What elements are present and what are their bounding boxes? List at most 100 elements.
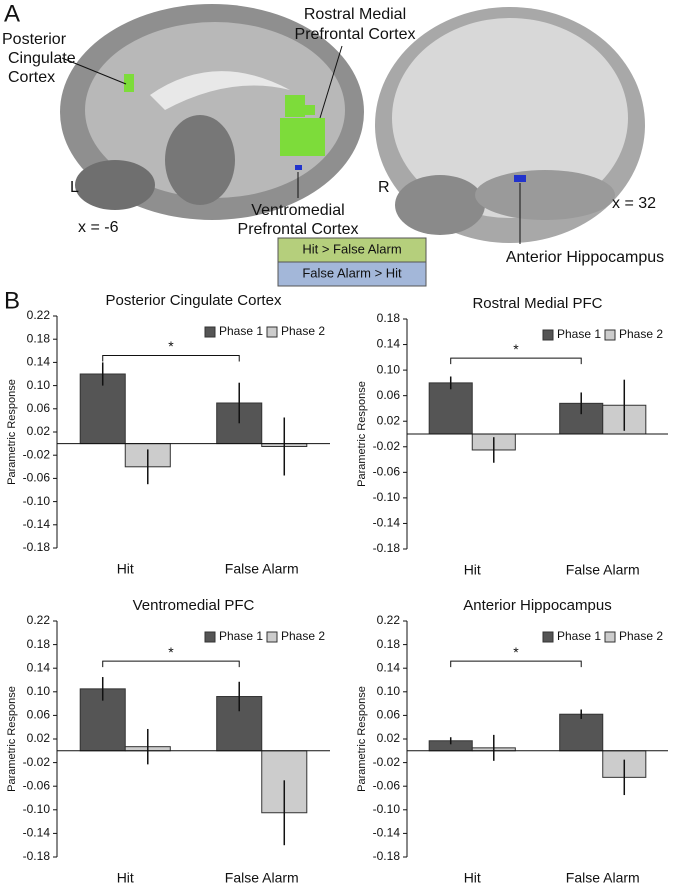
y-tick-label: -0.06 [373,465,401,479]
legend-label: Phase 2 [281,324,325,338]
y-tick-label: 0.22 [27,308,51,322]
region-label: Anterior Hippocampus [506,249,664,266]
y-tick-label: -0.06 [23,778,51,792]
panel-label: A [4,0,20,27]
y-tick-label: -0.18 [373,849,401,863]
y-tick-label: 0.14 [377,660,401,674]
y-tick-label: 0.14 [27,355,51,369]
y-tick-label: 0.02 [27,424,51,438]
region-label: Cingulate [8,50,76,67]
y-tick-label: -0.10 [373,802,401,816]
y-tick-label: -0.18 [23,849,51,863]
legend-swatch [604,631,616,643]
x-tick-label: False Alarm [225,870,299,883]
y-axis-label: Parametric Response [6,686,18,792]
legend-swatch [204,326,216,338]
y-tick-label: -0.14 [23,826,51,840]
hemisphere-label: L [70,179,79,196]
legend-swatch [542,631,554,643]
y-tick-label: -0.18 [23,540,51,554]
brain-right [375,7,645,243]
y-axis-label: Parametric Response [356,686,368,792]
hemisphere-label: R [378,179,390,196]
legend-box [277,261,427,287]
y-tick-label: 0.06 [27,708,51,722]
y-tick-label: -0.02 [23,755,51,769]
region-label: Posterior [2,31,67,48]
slice-label: x = 32 [612,195,656,212]
x-tick-label: False Alarm [225,561,299,577]
brain-left [60,4,364,220]
legend-swatch [542,329,554,341]
region-label: Cortex [8,69,55,86]
y-tick-label: -0.02 [373,755,401,769]
y-tick-label: -0.02 [23,447,51,461]
y-tick-label: -0.06 [23,471,51,485]
legend-label: Phase 2 [281,629,325,643]
significance-marker: * [168,644,174,660]
x-tick-label: Hit [464,562,481,578]
significance-marker: * [513,341,519,357]
legend-label: Phase 1 [557,327,601,341]
significance-bracket [102,660,240,668]
y-tick-label: 0.18 [27,637,51,651]
legend-label: Phase 1 [219,629,263,643]
chart-title: Ventromedial PFC [133,597,255,614]
x-tick-label: False Alarm [566,562,640,578]
y-tick-label: 0.02 [377,413,401,427]
region-label: Rostral Medial [304,6,406,23]
y-tick-label: 0.06 [377,708,401,722]
y-tick-label: -0.18 [373,541,401,555]
y-tick-label: 0.10 [27,378,51,392]
legend-swatch [266,326,278,338]
significance-marker: * [168,338,174,354]
y-tick-label: 0.22 [377,613,401,627]
y-tick-label: 0.18 [377,311,401,325]
legend-text: Hit > False Alarm [302,241,401,256]
significance-bracket [450,357,582,365]
legend-label: Phase 1 [557,629,601,643]
y-tick-label: 0.14 [27,660,51,674]
legend-swatch [266,631,278,643]
y-tick-label: 0.10 [27,684,51,698]
legend-label: Phase 2 [619,629,663,643]
chart-title: Rostral Medial PFC [472,295,602,312]
legend-swatch [204,631,216,643]
legend-swatch [604,329,616,341]
y-axis-label: Parametric Response [6,379,18,485]
y-tick-label: 0.06 [377,388,401,402]
chart-title: Anterior Hippocampus [463,597,611,614]
y-tick-label: -0.06 [373,778,401,792]
legend-label: Phase 2 [619,327,663,341]
y-tick-label: 0.10 [377,684,401,698]
chart-title: Posterior Cingulate Cortex [106,292,282,309]
y-tick-label: 0.14 [377,337,401,351]
y-tick-label: 0.22 [27,613,51,627]
y-tick-label: 0.10 [377,362,401,376]
y-tick-label: 0.18 [377,637,401,651]
x-tick-label: False Alarm [566,870,640,883]
panel-label: B [4,287,20,314]
y-axis-label: Parametric Response [356,381,368,487]
x-tick-label: Hit [464,870,481,883]
y-tick-label: -0.14 [373,826,401,840]
y-tick-label: -0.14 [373,516,401,530]
y-tick-label: -0.14 [23,517,51,531]
y-tick-label: -0.02 [373,439,401,453]
y-tick-label: 0.06 [27,401,51,415]
bar [559,713,604,752]
legend-text: False Alarm > Hit [302,265,402,280]
significance-bracket [450,660,582,668]
y-tick-label: 0.18 [27,331,51,345]
y-tick-label: -0.10 [23,802,51,816]
bar [428,382,473,435]
y-tick-label: 0.02 [377,731,401,745]
slice-label: x = -6 [78,219,119,236]
significance-marker: * [513,644,519,660]
region-label: Prefrontal Cortex [238,221,359,238]
y-tick-label: 0.02 [27,731,51,745]
leader-line [61,57,127,85]
significance-bracket [102,354,240,362]
x-tick-label: Hit [117,870,134,883]
